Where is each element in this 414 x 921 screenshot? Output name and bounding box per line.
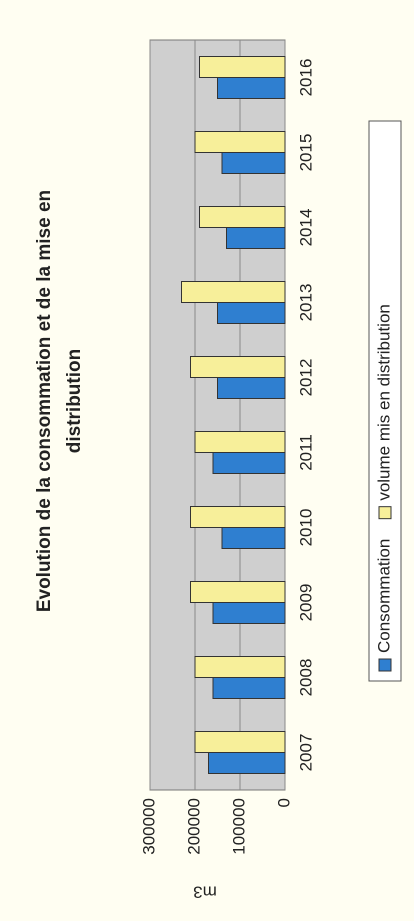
y-tick-label: 300000 — [139, 798, 158, 855]
chart-title: distribution — [64, 349, 85, 453]
y-tick-label: 100000 — [229, 798, 248, 855]
legend-label: volume mis en distribution — [374, 304, 393, 501]
bar — [194, 431, 286, 453]
x-tick-label: 2008 — [296, 659, 315, 697]
x-tick-label: 2013 — [296, 284, 315, 322]
y-axis-label: m3 — [193, 883, 217, 902]
x-tick-label: 2016 — [296, 59, 315, 97]
legend-box — [368, 120, 402, 682]
bar — [194, 656, 286, 678]
bar — [194, 131, 286, 153]
legend-swatch — [378, 658, 392, 672]
bar — [221, 527, 286, 549]
bar — [190, 506, 286, 528]
bar — [199, 206, 286, 228]
bar — [217, 302, 286, 324]
chart-title: Evolution de la consommation et de la mi… — [34, 190, 55, 612]
bar — [190, 356, 286, 378]
x-tick-label: 2012 — [296, 359, 315, 397]
bar — [212, 602, 286, 624]
bar — [217, 377, 286, 399]
bar — [212, 677, 286, 699]
x-tick-label: 2014 — [296, 209, 315, 247]
bar — [194, 731, 286, 753]
x-tick-label: 2010 — [296, 509, 315, 547]
bar — [212, 452, 286, 474]
x-tick-label: 2011 — [296, 434, 315, 471]
bar — [208, 752, 286, 774]
x-tick-label: 2015 — [296, 134, 315, 172]
bar — [217, 77, 286, 99]
y-tick-label: 0 — [274, 798, 293, 807]
legend-swatch — [378, 506, 392, 520]
bar — [221, 152, 286, 174]
bar — [226, 227, 286, 249]
x-tick-label: 2007 — [296, 734, 315, 772]
bar — [199, 56, 286, 78]
x-tick-label: 2009 — [296, 584, 315, 622]
legend-label: Consommation — [374, 539, 393, 653]
bar — [181, 281, 286, 303]
bar — [190, 581, 286, 603]
y-tick-label: 200000 — [184, 798, 203, 855]
